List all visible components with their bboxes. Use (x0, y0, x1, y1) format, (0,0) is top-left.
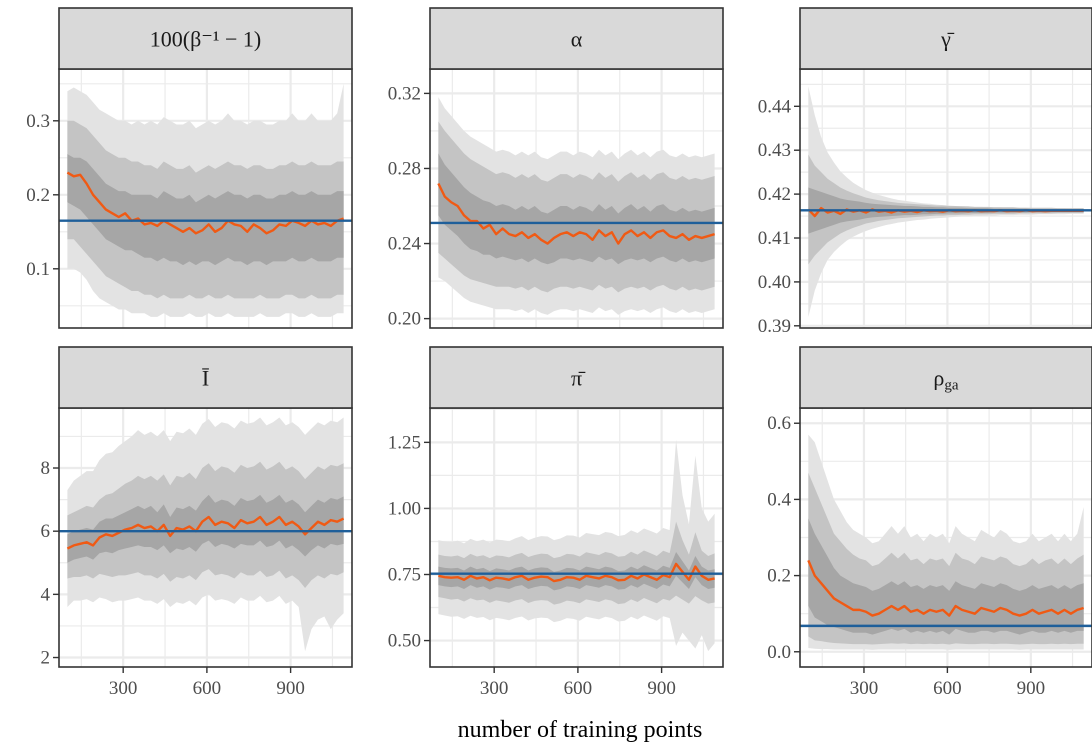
panel-plot-area (800, 69, 1092, 328)
panel-plot-area (430, 408, 723, 667)
y-tick-label: 1.25 (388, 432, 421, 453)
estimate-line (437, 182, 715, 245)
panel-1: 100(β⁻¹ − 1) 0.1 0.2 0.3 (26, 7, 353, 329)
y-tick-label: 0.75 (388, 565, 421, 586)
strip-title: 100(β⁻¹ − 1) (150, 27, 261, 52)
panel-plot-area (59, 408, 352, 667)
strip-background (799, 7, 1092, 70)
x-tick-label: 300 (480, 678, 509, 699)
panel-plot-area (59, 69, 352, 328)
y-tick-label: 1.00 (388, 498, 421, 519)
y-tick-label: 0.20 (388, 309, 421, 330)
x-tick-label: 600 (933, 678, 962, 699)
y-tick-label: 0.2 (26, 185, 50, 206)
x-tick-label: 900 (276, 678, 305, 699)
y-tick-label: 0.0 (767, 642, 791, 663)
band-inner (438, 153, 715, 265)
strip-background (429, 346, 724, 409)
x-tick-label: 300 (850, 678, 879, 699)
y-tick-label: 0.6 (767, 413, 791, 434)
y-tick-label: 0.4 (767, 489, 791, 510)
strip-background (58, 346, 353, 409)
x-tick-label: 600 (564, 678, 593, 699)
y-tick-label: 0.32 (388, 83, 421, 104)
estimate-line (66, 171, 345, 235)
estimate-line (438, 562, 715, 583)
strip-title: Ī (202, 366, 210, 391)
x-tick-label: 600 (193, 678, 222, 699)
band-inner (808, 518, 1084, 635)
panels-group: 100(β⁻¹ − 1)0.10.20.3α0.200.240.280.32γ̄… (26, 7, 1092, 699)
y-tick-label: 0.50 (388, 631, 421, 652)
y-tick-label: 6 (41, 521, 51, 542)
band-inner (67, 494, 344, 563)
panel-3: γ̄0.390.400.410.420.430.44 (758, 7, 1092, 337)
y-tick-label: 0.1 (26, 259, 50, 280)
panel-plot-area (430, 69, 723, 328)
y-tick-label: 0.44 (758, 96, 792, 117)
x-tick-label: 900 (647, 678, 676, 699)
estimate-line (66, 515, 345, 550)
y-tick-label: 8 (41, 458, 51, 479)
strip-title: ρga (933, 366, 958, 394)
y-tick-label: 0.43 (758, 140, 791, 161)
strip-background (799, 346, 1092, 409)
x-axis-title: number of training points (458, 717, 703, 743)
y-tick-label: 0.24 (388, 234, 422, 255)
strip-background (429, 7, 724, 70)
y-tick-label: 2 (41, 648, 51, 669)
strip-title: α (571, 27, 583, 52)
y-tick-label: 0.39 (758, 316, 791, 337)
panel-6: ρga 0.0 0.2 0.4 0.6 300 600 900 (767, 346, 1092, 699)
y-tick-label: 0.41 (758, 228, 791, 249)
y-tick-label: 0.3 (26, 111, 50, 132)
y-tick-label: 0.2 (767, 566, 791, 587)
y-tick-label: 4 (41, 584, 51, 605)
strip-background (58, 7, 353, 70)
band-inner (67, 154, 344, 266)
band-inner (438, 552, 715, 591)
x-tick-label: 300 (109, 678, 138, 699)
strip-title-main: ρ (933, 366, 944, 391)
y-tick-label: 0.28 (388, 158, 421, 179)
estimate-line (807, 559, 1085, 617)
y-tick-label: 0.42 (758, 184, 791, 205)
panel-2: α 0.20 0.24 0.28 0.32 (388, 7, 724, 330)
strip-title-subscript: ga (944, 378, 959, 394)
x-tick-label: 900 (1017, 678, 1046, 699)
y-tick-label: 0.40 (758, 272, 791, 293)
panel-4: Ī 2 4 6 8 300 600 900 (41, 346, 353, 699)
panel-plot-area (800, 408, 1092, 667)
